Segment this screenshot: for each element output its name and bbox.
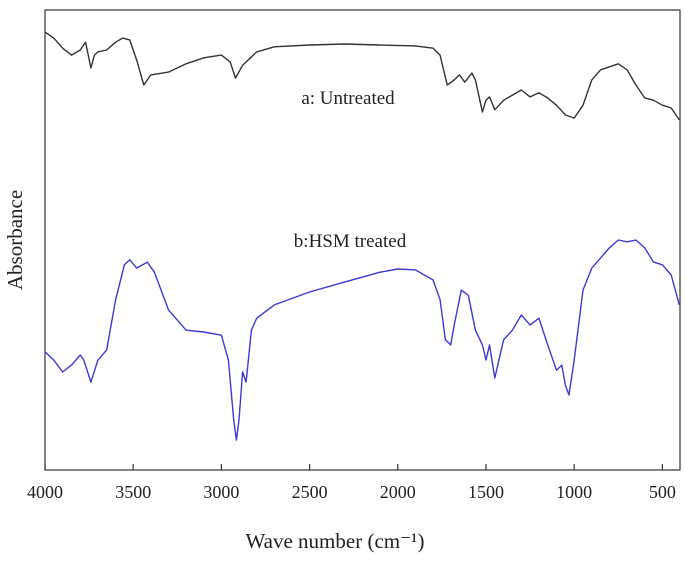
x-tick-label: 500 — [649, 482, 676, 502]
spectrum-line — [44, 239, 680, 441]
annotation: b:HSM treated — [294, 231, 407, 252]
spectrum-line — [44, 31, 680, 121]
x-tick-label: 4000 — [27, 482, 63, 502]
x-axis-label: Wave number (cm⁻¹) — [246, 529, 425, 553]
x-tick-label: 2500 — [292, 482, 328, 502]
x-tick-label: 2000 — [380, 482, 416, 502]
x-tick-label: 3500 — [115, 482, 151, 502]
y-axis-label: Absorbance — [3, 190, 27, 290]
annotation: a: Untreated — [301, 88, 395, 109]
plot-frame — [44, 9, 681, 471]
x-tick-label: 1000 — [556, 482, 592, 502]
x-tick-label: 3000 — [203, 482, 239, 502]
x-tick-label: 1500 — [468, 482, 504, 502]
